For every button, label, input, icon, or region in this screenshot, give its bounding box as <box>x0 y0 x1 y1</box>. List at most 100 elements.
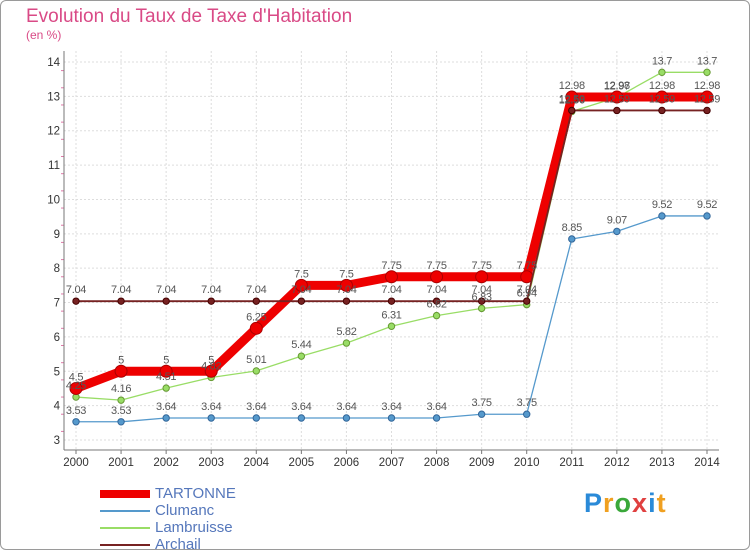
x-tick-label: 2006 <box>334 457 360 469</box>
data-point-archail <box>613 106 621 115</box>
data-label-clumanc: 3.64 <box>381 401 401 413</box>
y-tick-label: 5 <box>54 366 60 378</box>
logo-letter: P <box>584 488 604 518</box>
data-point-archail <box>72 297 80 305</box>
data-label-lambruisse: 5.01 <box>246 354 266 366</box>
y-tick-label: 13 <box>47 91 60 103</box>
data-point-archail <box>387 297 396 305</box>
data-label-archail: 7.04 <box>201 284 221 296</box>
data-point-archail <box>658 106 666 115</box>
data-point-tartonne <box>339 278 353 292</box>
data-point-clumanc <box>703 212 711 220</box>
x-tick-label: 2012 <box>604 457 630 469</box>
data-label-archail: 7.04 <box>156 284 176 296</box>
data-point-tartonne <box>114 364 128 378</box>
x-tick-label: 2003 <box>198 457 224 469</box>
data-label-lambruisse: 4.82 <box>201 360 221 372</box>
proxiti-logo: Proxit <box>584 488 667 519</box>
data-label-lambruisse: 5.82 <box>336 326 356 338</box>
x-tick-label: 2013 <box>649 457 675 469</box>
data-label-tartonne: 7.75 <box>426 260 446 272</box>
data-label-lambruisse: 6.31 <box>381 309 401 321</box>
logo-letter: o <box>614 488 633 518</box>
data-label-tartonne: 12.98 <box>559 80 585 92</box>
x-tick-label: 2009 <box>469 457 495 469</box>
data-point-tartonne <box>655 90 669 104</box>
data-label-clumanc: 3.64 <box>201 401 221 413</box>
data-point-tartonne <box>385 270 398 284</box>
data-label-tartonne: 12.98 <box>694 80 720 92</box>
data-point-tartonne <box>294 278 308 292</box>
y-tick-label: 12 <box>47 126 60 138</box>
data-label-clumanc: 3.64 <box>156 401 176 413</box>
data-label-tartonne: 6.25 <box>246 311 266 323</box>
x-tick-label: 2001 <box>108 457 134 469</box>
data-label-clumanc: 3.64 <box>246 401 266 413</box>
x-tick-label: 2014 <box>694 457 720 469</box>
y-tick-label: 14 <box>47 57 60 69</box>
data-label-lambruisse: 4.16 <box>111 383 131 395</box>
data-point-tartonne <box>475 270 489 284</box>
data-label-archail: 7.04 <box>291 284 311 296</box>
data-point-lambruisse <box>432 311 441 320</box>
legend-swatch <box>100 544 150 546</box>
data-point-archail <box>162 297 170 305</box>
data-point-clumanc <box>477 410 486 418</box>
data-label-archail: 7.04 <box>517 284 537 296</box>
data-label-lambruisse: 4.25 <box>66 380 86 392</box>
x-tick-label: 2002 <box>153 457 179 469</box>
data-label-clumanc: 3.53 <box>66 405 86 417</box>
data-point-tartonne <box>430 270 444 284</box>
data-label-clumanc: 3.75 <box>517 397 537 409</box>
data-point-clumanc <box>117 418 125 426</box>
x-tick-label: 2011 <box>559 457 584 469</box>
axes: 3 4 5 6 7 8 9 10 11 12 13 14 2000 2001 2002 2003 2004 200… <box>47 51 720 469</box>
data-label-archail: 7.04 <box>426 284 446 296</box>
legend-swatch <box>100 510 150 512</box>
data-point-clumanc <box>523 410 531 418</box>
x-tick-label: 2010 <box>514 457 540 469</box>
data-point-tartonne <box>565 90 579 104</box>
chart-subtitle: (en %) <box>26 28 62 42</box>
data-label-archail: 7.04 <box>336 284 356 296</box>
x-tick-label: 2004 <box>243 457 269 469</box>
data-label-lambruisse: 13.7 <box>652 55 672 67</box>
data-label-tartonne: 7.75 <box>517 260 537 272</box>
data-label-clumanc: 3.53 <box>111 405 131 417</box>
data-point-tartonne <box>249 321 263 335</box>
x-tick-label: 2000 <box>63 457 89 469</box>
data-point-clumanc <box>72 418 80 426</box>
data-point-tartonne <box>159 364 173 378</box>
x-tick-label: 2007 <box>379 457 405 469</box>
data-label-archail: 7.04 <box>381 284 401 296</box>
data-point-lambruisse <box>703 68 711 77</box>
data-label-clumanc: 3.64 <box>426 401 446 413</box>
data-point-lambruisse <box>658 68 666 77</box>
data-label-clumanc: 9.52 <box>652 199 672 211</box>
data-point-archail <box>297 297 306 305</box>
data-point-lambruisse <box>387 322 396 330</box>
data-point-clumanc <box>252 414 260 422</box>
data-point-clumanc <box>658 212 666 220</box>
data-point-tartonne <box>204 364 218 378</box>
data-point-archail <box>703 106 711 115</box>
data-point-lambruisse <box>297 352 306 360</box>
data-point-clumanc <box>613 227 621 236</box>
y-tick-label: 3 <box>54 435 60 447</box>
data-label-tartonne: 7.75 <box>472 260 492 272</box>
data-point-lambruisse <box>477 304 486 313</box>
data-point-tartonne <box>610 90 624 104</box>
data-label-clumanc: 8.85 <box>562 222 582 234</box>
data-label-lambruisse: 5.44 <box>291 339 311 351</box>
data-label-lambruisse: 12.97 <box>604 80 630 92</box>
data-label-clumanc: 9.52 <box>697 199 717 211</box>
data-label-archail: 12.59 <box>604 93 630 105</box>
data-label-clumanc: 3.64 <box>336 401 356 413</box>
data-label-tartonne: 7.5 <box>339 268 354 280</box>
legend-swatch <box>100 527 150 529</box>
logo-letter: i <box>648 488 657 518</box>
data-label-lambruisse: 12.56 <box>559 94 585 106</box>
data-label-lambruisse: 6.83 <box>472 291 492 303</box>
data-label-clumanc: 9.07 <box>607 214 627 226</box>
y-tick-label: 4 <box>54 401 61 413</box>
